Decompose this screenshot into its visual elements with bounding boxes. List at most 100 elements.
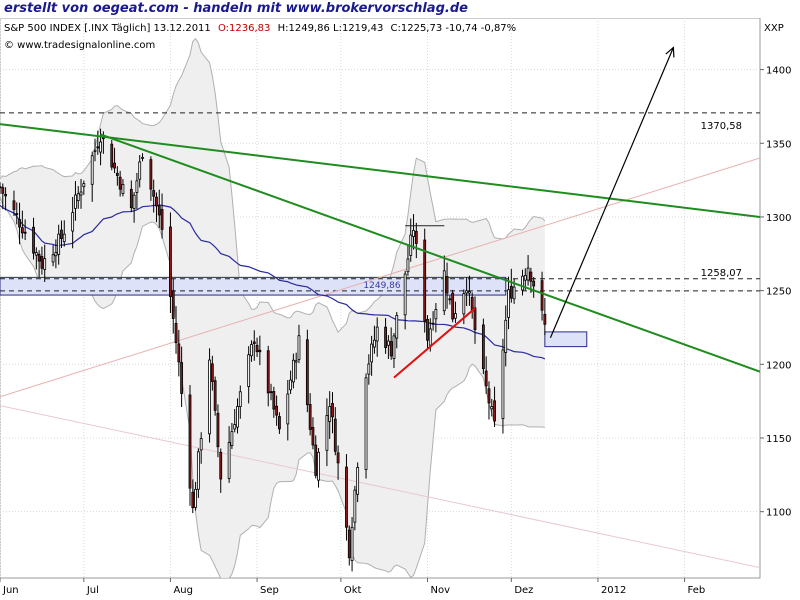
candle-body	[353, 489, 357, 523]
header-hl: H:1249,86 L:1219,43	[278, 23, 384, 34]
header-line: S&P 500 INDEX [.INX Täglich] 13.12.2011 …	[4, 23, 516, 34]
candle-body	[157, 205, 161, 216]
candle-body	[529, 271, 533, 282]
candle-body	[454, 313, 457, 319]
candle-body	[93, 149, 97, 152]
band-fill	[0, 38, 545, 578]
x-tick-label: Nov	[431, 585, 451, 596]
candle-body	[308, 404, 312, 430]
candle-body	[37, 253, 41, 262]
candle-body	[57, 233, 61, 255]
candle-body	[199, 438, 203, 451]
copyright-text: © www.tradesignalonline.com	[4, 40, 155, 51]
candle-body	[286, 393, 290, 425]
candle-body	[311, 427, 315, 446]
candle-body	[141, 156, 144, 159]
candle-body	[258, 349, 262, 353]
candle-body	[392, 335, 396, 359]
candle-body	[4, 193, 7, 197]
overlay-lines	[0, 157, 760, 569]
candle-body	[345, 466, 348, 528]
candle-body	[493, 400, 496, 422]
candle-body	[60, 229, 63, 239]
candle-body	[96, 146, 100, 149]
x-tick-label: 2012	[601, 585, 626, 596]
candle-body	[521, 275, 524, 291]
candle-body	[490, 406, 494, 410]
candle-body	[113, 162, 116, 169]
y-tick-label: 1400	[766, 66, 791, 77]
candle-body	[110, 143, 114, 168]
candle-body	[152, 190, 156, 197]
candle-body	[501, 349, 505, 419]
candle-body	[1, 187, 5, 194]
candle-body	[370, 343, 374, 363]
candle-body	[51, 254, 55, 263]
candle-body	[171, 290, 175, 319]
candle-body	[445, 276, 449, 294]
candle-body	[367, 363, 371, 375]
support-trendline	[393, 307, 476, 379]
candle-body	[350, 526, 354, 562]
candle-body	[356, 467, 360, 495]
candle-body	[451, 292, 455, 320]
candle-body	[34, 252, 38, 256]
candle-body	[414, 231, 418, 244]
y-tick-label: 1250	[766, 287, 791, 298]
candle-body	[426, 318, 429, 341]
candle-body	[317, 451, 320, 481]
candle-body	[266, 350, 270, 394]
candle-body	[196, 451, 200, 490]
candle-body	[375, 326, 379, 342]
candle-body	[448, 298, 452, 301]
candle-body	[386, 340, 390, 346]
candle-body	[540, 280, 544, 311]
candle-body	[297, 335, 301, 360]
candle-body	[403, 273, 407, 316]
trendlines	[0, 123, 760, 379]
candle-body	[278, 416, 281, 430]
arrow-shaft	[549, 47, 674, 339]
band-lower	[0, 196, 545, 578]
candle-body	[236, 406, 239, 428]
x-tick-label: Okt	[344, 585, 362, 596]
x-tick-label: Jun	[2, 585, 19, 596]
candle-body	[20, 227, 24, 234]
candle-body	[384, 326, 387, 348]
moving-average-line	[0, 204, 546, 360]
x-tick-label: Sep	[260, 585, 279, 596]
candle-body	[79, 191, 83, 196]
projection-arrow	[549, 46, 675, 339]
candle-body	[238, 391, 242, 407]
resistance-trendline	[0, 123, 760, 218]
candle-body	[160, 209, 164, 230]
candle-body	[406, 258, 410, 273]
y-tick-label: 1300	[766, 213, 791, 224]
candle-body	[149, 159, 153, 190]
candles	[0, 128, 547, 572]
candle-body	[99, 141, 102, 153]
candle-body	[509, 285, 513, 299]
pink-channel-line	[0, 157, 760, 398]
price-chart: 1100 1150 1200 1250 1300 1350 1400 Jun Jul Aug Se…	[0, 18, 791, 596]
arrow-head	[665, 46, 675, 58]
candle-body	[428, 328, 432, 346]
candle-body	[74, 194, 77, 209]
candle-body	[76, 193, 80, 202]
candle-body	[62, 233, 66, 243]
candle-body	[82, 183, 86, 188]
resistance-trendline	[100, 133, 760, 373]
candle-body	[0, 186, 2, 189]
candle-body	[132, 194, 136, 210]
candle-body	[135, 180, 139, 193]
candle-body	[129, 188, 133, 209]
candle-body	[484, 370, 488, 387]
candle-body	[412, 230, 415, 237]
candle-body	[423, 239, 427, 322]
candle-body	[364, 377, 368, 470]
y-tick-label: 1200	[766, 360, 791, 371]
candle-body	[90, 155, 94, 185]
candle-body	[305, 339, 309, 406]
banner-text: erstellt von oegeat.com - handeln mit ww…	[4, 1, 468, 16]
candle-body	[523, 274, 527, 281]
